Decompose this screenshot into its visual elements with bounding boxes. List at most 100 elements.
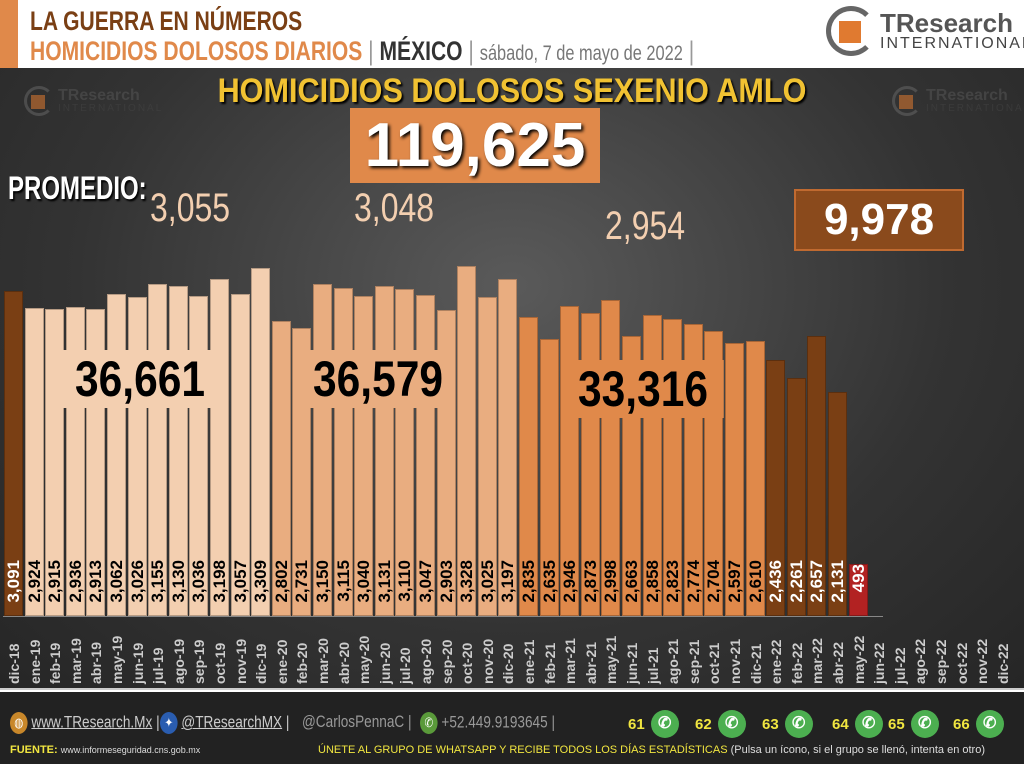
data-label: 2,946 [560, 560, 580, 603]
x-tick-label: feb-22 [788, 642, 805, 684]
whatsapp-group-button[interactable]: 62 ✆ [695, 710, 746, 738]
x-tick-label: oct-19 [212, 642, 228, 684]
data-label: 3,328 [457, 560, 477, 603]
x-tick-label: mar-19 [67, 638, 84, 684]
x-tick-label: ene-22 [768, 639, 785, 684]
data-label: 3,115 [333, 560, 353, 602]
website-link[interactable]: ◍ www.TResearch.Mx | [10, 712, 160, 734]
x-tick-label: dic-19 [253, 643, 270, 684]
data-label: 493 [848, 564, 868, 593]
x-tick-label: may-21 [603, 635, 620, 684]
data-label: 2,131 [828, 560, 847, 603]
x-tick-label: ene-20 [273, 639, 290, 684]
data-label: 3,130 [168, 560, 188, 603]
data-label: 2,903 [436, 560, 456, 603]
bar [807, 336, 827, 616]
data-label: 3,155 [148, 560, 168, 603]
data-label: 3,198 [210, 560, 229, 603]
x-tick-label: abr-22 [830, 641, 846, 684]
x-tick-label: ago-20 [418, 638, 434, 684]
group-number: 64 [832, 715, 849, 733]
data-label: 3,040 [354, 560, 374, 603]
bar [828, 391, 847, 616]
whatsapp-group-button[interactable]: 65 ✆ [888, 710, 939, 738]
x-tick-label: may-22 [850, 635, 867, 684]
x-tick-label: sep-21 [685, 639, 702, 684]
data-label: 2,731 [292, 560, 312, 603]
data-label: 2,610 [745, 560, 765, 603]
date: sábado, 7 de mayo de 2022 [479, 42, 683, 65]
data-label: 3,309 [251, 560, 271, 603]
whatsapp-group-button[interactable]: 63 ✆ [762, 710, 813, 738]
data-label: 2,704 [704, 560, 724, 603]
data-label: 2,597 [725, 560, 744, 603]
whatsapp-icon: ✆ [784, 710, 813, 738]
x-tick-label: jun-19 [129, 642, 146, 684]
data-label: 3,197 [498, 560, 518, 603]
data-label: 2,635 [539, 560, 559, 603]
x-tick-label: jul-22 [891, 647, 908, 684]
whatsapp-group-button[interactable]: 61 ✆ [628, 710, 679, 738]
x-tick-label: nov-19 [232, 638, 249, 684]
whatsapp-group-button[interactable]: 64 ✆ [832, 710, 883, 738]
group-number: 61 [628, 715, 645, 733]
x-tick-label: may-20 [356, 635, 373, 684]
chart-title: HOMICIDIOS DOLOSOS SEXENIO AMLO [217, 72, 807, 110]
x-tick-label: mar-21 [562, 638, 579, 684]
x-tick-label: ago-22 [912, 638, 929, 684]
bar [848, 564, 868, 616]
x-tick-label: nov-20 [479, 638, 496, 684]
x-tick-label: may-19 [109, 635, 125, 684]
data-label: 2,936 [65, 560, 85, 603]
x-tick-label: jul-19 [150, 647, 167, 684]
x-tick-label: sep-20 [438, 639, 455, 684]
whatsapp-icon: ✆ [854, 710, 883, 738]
x-axis-line [3, 616, 883, 617]
x-tick-label: oct-20 [459, 642, 476, 684]
bar [292, 328, 312, 616]
data-label: 2,998 [601, 560, 621, 603]
x-tick-label: dic-21 [747, 643, 764, 684]
bar [519, 317, 538, 616]
data-label: 2,436 [766, 560, 786, 603]
data-label: 3,047 [416, 560, 435, 603]
data-label: 3,131 [374, 560, 394, 603]
x-tick-label: jun-21 [624, 642, 640, 684]
logo-icon [24, 86, 54, 116]
average-2020: 3,048 [354, 186, 435, 230]
x-tick-label: mar-22 [809, 638, 826, 684]
watermark-logo-left: TResearch INTERNATIONAL [24, 86, 163, 116]
x-tick-label: jul-20 [397, 647, 414, 684]
data-label: 2,663 [622, 560, 641, 603]
bar [24, 308, 44, 616]
phone: ✆ +52.449.9193645 | [420, 712, 555, 734]
group-number: 63 [762, 715, 779, 733]
x-tick-label: ene-21 [521, 639, 537, 684]
total-2020: 36,579 [310, 350, 446, 408]
logo-icon [826, 6, 876, 56]
whatsapp-group-button[interactable]: 66 ✆ [953, 710, 1004, 738]
whatsapp-icon: ✆ [650, 710, 679, 738]
data-label: 2,873 [580, 560, 600, 603]
x-tick-label: abr-21 [582, 641, 599, 684]
x-tick-label: jun-22 [871, 642, 888, 684]
join-whatsapp-text: ÚNETE AL GRUPO DE WHATSAPP Y RECIBE TODO… [318, 744, 985, 756]
bar [230, 294, 250, 616]
x-tick-label: ago-21 [665, 638, 682, 684]
country: MÉXICO [379, 36, 463, 66]
tresearch-logo: TResearch INTERNATIONAL [826, 6, 1024, 56]
data-label: 3,150 [313, 560, 332, 603]
twitter-link[interactable]: ✦ @TResearchMX | [160, 712, 289, 734]
x-tick-label: mar-20 [315, 638, 331, 684]
subtitle-text: HOMICIDIOS DOLOSOS DIARIOS [30, 36, 363, 66]
total-2021: 33,316 [562, 360, 724, 418]
data-label: 3,110 [395, 560, 415, 602]
x-tick-label: dic-22 [994, 643, 1011, 684]
data-label: 2,915 [45, 560, 65, 603]
bar [725, 342, 744, 616]
data-label: 2,657 [807, 560, 827, 603]
data-label: 3,057 [230, 560, 250, 603]
x-tick-label: oct-22 [953, 642, 970, 684]
data-label: 3,026 [127, 560, 147, 603]
x-tick-label: nov-21 [727, 638, 743, 684]
